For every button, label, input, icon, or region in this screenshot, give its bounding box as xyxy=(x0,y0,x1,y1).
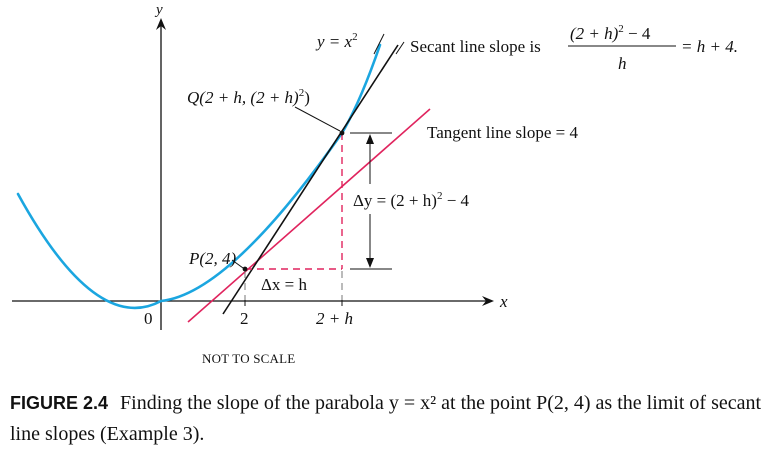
figure-caption: FIGURE 2.4 Finding the slope of the parab… xyxy=(10,388,765,450)
figure-caption-text: Finding the slope of the parabola y = x²… xyxy=(10,392,762,445)
figure-caption-label: FIGURE 2.4 xyxy=(10,393,109,413)
point-q-label: Q(2 + h, (2 + h)2) xyxy=(187,87,310,107)
delta-x-label: Δx = h xyxy=(261,275,308,294)
curve-label: y = x2 xyxy=(315,31,358,51)
y-axis-arrow-icon xyxy=(156,18,166,30)
tick-label-2h: 2 + h xyxy=(316,309,353,328)
arrow-up-icon xyxy=(366,134,374,144)
secant-label-leader xyxy=(395,41,405,55)
secant-fraction-numerator: (2 + h)2 − 4 xyxy=(570,23,651,43)
delta-y-label: Δy = (2 + h)2 − 4 xyxy=(353,190,470,210)
tick-label-2: 2 xyxy=(240,309,249,328)
curve-label-leader xyxy=(373,33,385,55)
not-to-scale-note: NOT TO SCALE xyxy=(202,351,296,366)
point-p-label: P(2, 4) xyxy=(188,249,237,268)
secant-slope-text: Secant line slope is xyxy=(410,37,541,56)
origin-label: 0 xyxy=(144,309,153,328)
parabola-curve xyxy=(16,43,382,310)
point-q-marker xyxy=(339,130,345,136)
secant-fraction-denominator: h xyxy=(618,54,627,73)
arrow-down-icon xyxy=(366,258,374,268)
tangent-slope-label: Tangent line slope = 4 xyxy=(427,123,578,142)
tangent-line xyxy=(187,108,431,323)
diagram-svg: y x 0 2 2 + h y = x2 Q(2 + h, (2 + h)2) … xyxy=(12,2,738,330)
secant-result: = h + 4. xyxy=(681,37,738,56)
secant-line xyxy=(222,44,399,315)
point-p-marker xyxy=(242,266,248,272)
q-leader-line xyxy=(294,106,341,132)
x-axis-label: x xyxy=(499,292,508,311)
p-leader-line xyxy=(231,259,244,269)
y-axis-label: y xyxy=(154,2,163,18)
x-axis-arrow-icon xyxy=(482,296,494,306)
